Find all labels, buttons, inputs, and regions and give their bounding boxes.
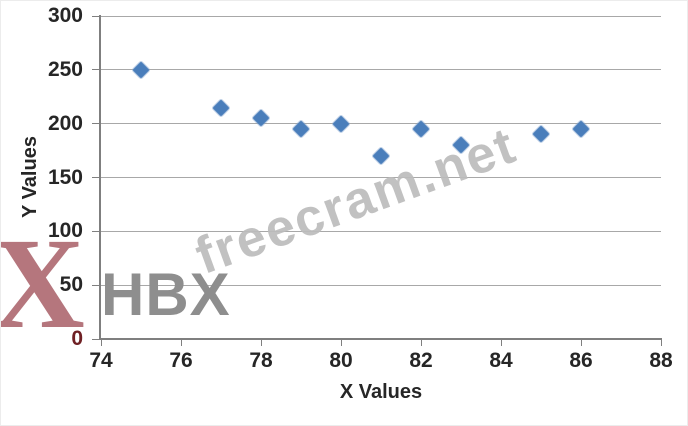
y-tick-mark: [92, 230, 100, 232]
y-gridline: [100, 230, 661, 232]
y-axis-line: [99, 15, 101, 340]
y-gridline: [100, 177, 661, 178]
y-tick-mark: [92, 15, 100, 17]
freecram-watermark: freecram.net: [188, 116, 524, 286]
y-tick-label: 150: [47, 165, 83, 189]
y-tick-mark: [92, 284, 100, 286]
x-tick-label: 78: [249, 349, 273, 372]
y-tick-label: 0: [71, 327, 83, 350]
x-tick-label: 74: [89, 349, 113, 372]
red-x-logo: X: [0, 212, 85, 356]
data-point-marker: [332, 115, 350, 133]
y-tick-mark: [92, 69, 100, 71]
y-tick-label: 200: [47, 111, 83, 135]
x-tick-label: 76: [169, 349, 193, 372]
y-tick-label: 50: [59, 273, 83, 297]
x-tick-label: 86: [569, 349, 593, 372]
hbx-watermark: HBX: [101, 261, 231, 328]
y-gridline: [100, 69, 661, 71]
y-tick-label: 250: [47, 57, 83, 81]
y-gridline: [100, 123, 661, 125]
x-axis-title: X Values: [339, 381, 423, 403]
x-tick-mark: [500, 340, 502, 346]
x-tick-label: 80: [329, 349, 353, 372]
y-tick-mark: [92, 177, 100, 178]
y-gridline: [100, 15, 661, 17]
x-tick-mark: [580, 340, 582, 346]
x-tick-mark: [100, 340, 102, 346]
x-tick-label: 88: [649, 349, 673, 372]
x-tick-mark: [260, 340, 262, 346]
data-point-marker: [132, 61, 150, 79]
x-tick-label: 82: [409, 349, 433, 372]
y-tick-mark: [92, 123, 100, 125]
y-tick-mark: [92, 338, 100, 340]
x-tick-label: 84: [489, 349, 513, 372]
x-axis-line: [99, 338, 662, 340]
x-tick-mark: [420, 340, 422, 346]
x-tick-mark: [660, 340, 662, 346]
data-point-marker: [212, 99, 230, 117]
x-tick-mark: [340, 340, 342, 346]
x-tick-mark: [180, 340, 182, 346]
data-point-marker: [252, 109, 270, 127]
y-tick-label: 100: [47, 219, 83, 243]
data-point-marker: [532, 125, 550, 143]
y-tick-label: 300: [47, 4, 83, 27]
y-gridline: [100, 284, 661, 286]
